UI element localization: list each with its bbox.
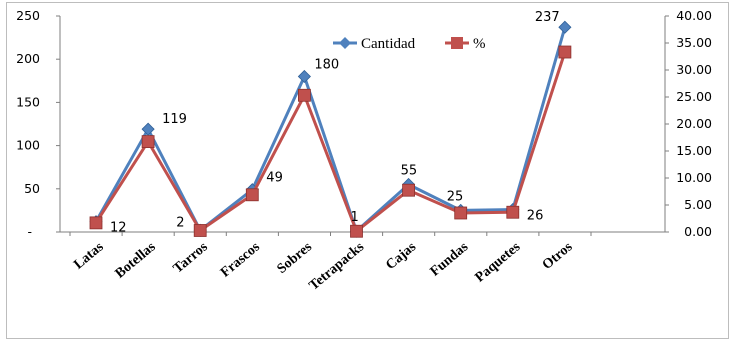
right-tick-label: 15.00: [676, 143, 712, 158]
data-label: 26: [527, 209, 544, 224]
left-tick-label: -: [27, 224, 32, 239]
right-tick-label: 0.00: [684, 224, 712, 239]
data-point: [558, 20, 572, 34]
legend-label: %: [473, 36, 486, 52]
chart-border: [6, 2, 729, 339]
data-point: [89, 216, 103, 230]
left-tick-label: 150: [16, 94, 40, 109]
legend: Cantidad%: [333, 36, 486, 52]
series-layer: [89, 20, 572, 238]
right-tick-label: 5.00: [684, 197, 712, 212]
data-point: [297, 69, 311, 84]
data-point: [558, 45, 572, 59]
data-point: [245, 188, 259, 202]
data-label: 237: [535, 10, 560, 25]
legend-label: Cantidad: [361, 36, 416, 52]
data-label: 2: [176, 215, 184, 230]
right-tick-label: 20.00: [676, 116, 712, 131]
data-label: 119: [162, 112, 187, 127]
legend-entry: %: [445, 36, 486, 52]
data-label: 12: [110, 221, 127, 236]
data-point: [193, 224, 207, 237]
left-tick-label: 50: [24, 181, 40, 196]
right-tick-label: 40.00: [676, 8, 712, 23]
data-point: [350, 224, 363, 238]
data-label: 55: [401, 163, 418, 178]
data-point: [402, 183, 416, 197]
data-label: 1: [351, 210, 359, 225]
series-percent: [89, 45, 572, 238]
right-tick-label: 35.00: [676, 35, 712, 50]
data-point: [454, 206, 468, 220]
right-tick-label: 30.00: [676, 62, 712, 77]
data-point: [141, 135, 155, 149]
legend-marker: [339, 37, 351, 49]
left-axis: - 50 100 150 200 250: [16, 8, 61, 239]
left-tick-label: 200: [16, 51, 40, 66]
data-label: 49: [266, 171, 283, 186]
right-axis: 0.00 5.00 10.00 15.00 20.00 25.00 30.00 35.00 40…: [664, 8, 712, 239]
right-tick-label: 10.00: [676, 170, 712, 185]
left-tick-label: 100: [16, 138, 40, 153]
series-line: [94, 51, 567, 233]
legend-marker: [451, 37, 463, 49]
legend-entry: Cantidad: [333, 36, 416, 52]
data-point: [141, 122, 155, 136]
data-labels: 12 119 2 49 180 1 55 25 26 237: [110, 10, 560, 235]
data-label: 25: [447, 189, 464, 204]
data-point: [297, 88, 311, 102]
left-tick-label: 250: [16, 8, 40, 23]
data-point: [506, 205, 520, 219]
series-line: [94, 26, 567, 233]
data-label: 180: [314, 57, 339, 72]
right-tick-label: 25.00: [676, 89, 712, 104]
